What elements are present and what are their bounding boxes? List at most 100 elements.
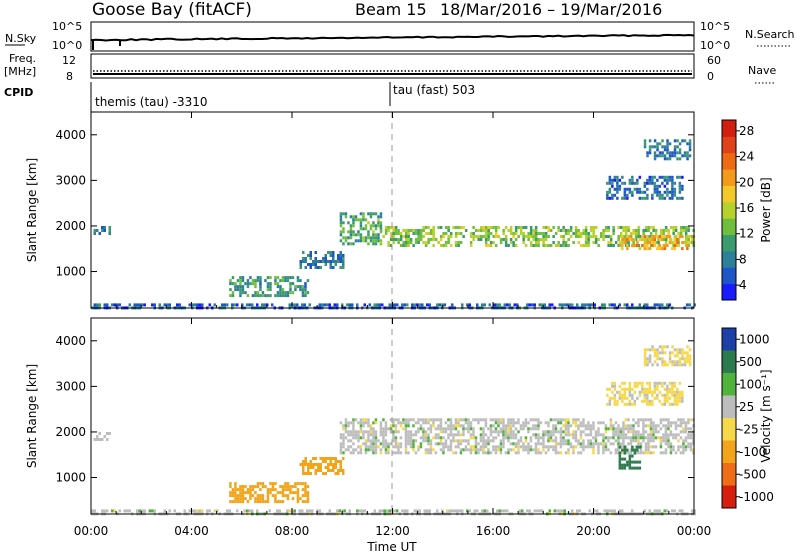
velocity-cell: [389, 430, 393, 434]
velocity-cell: [676, 396, 679, 400]
velocity-cell: [439, 427, 443, 431]
velocity-cell: [653, 348, 657, 352]
velocity-cell: [448, 509, 451, 513]
velocity-cell: [617, 451, 620, 455]
velocity-cell: [673, 509, 676, 513]
velocity-cell: [631, 454, 634, 458]
velocity-cell: [643, 509, 646, 513]
velocity-cell: [572, 418, 575, 422]
velocity-cell: [673, 402, 677, 406]
velocity-cell: [693, 512, 696, 516]
power-cell: [359, 218, 363, 222]
power-cell: [673, 151, 677, 155]
velocity-cell: [101, 509, 104, 513]
velocity-cell: [606, 387, 609, 391]
power-cell: [678, 151, 682, 155]
power-cell: [688, 139, 692, 143]
velocity-cell: [407, 421, 410, 425]
velocity-cell: [382, 442, 385, 446]
power-cell: [524, 226, 528, 229]
velocity-cell: [482, 433, 485, 437]
velocity-cell: [521, 509, 524, 513]
power-cell: [633, 187, 637, 191]
velocity-cell: [407, 424, 410, 428]
velocity-cell: [618, 457, 622, 461]
velocity-cell: [647, 445, 650, 449]
power-cell: [646, 196, 649, 200]
power-cell: [604, 235, 608, 238]
velocity-cell: [618, 454, 622, 458]
velocity-cell: [339, 445, 343, 449]
velocity-cell: [304, 482, 307, 486]
velocity-cell: [666, 393, 669, 397]
velocity-cell: [479, 436, 483, 440]
velocity-cell: [357, 451, 360, 455]
velocity-cell: [514, 451, 518, 455]
power-cell: [673, 154, 677, 158]
velocity-cell: [332, 463, 335, 466]
power-cell: [643, 181, 647, 185]
power-cell: [582, 229, 585, 232]
power-cell: [651, 235, 654, 239]
power-cell: [592, 232, 595, 235]
power-cell: [597, 238, 600, 241]
velocity-cell: [424, 451, 428, 455]
velocity-cell: [284, 485, 287, 489]
power-cell: [626, 303, 629, 307]
power-cell: [239, 291, 242, 295]
velocity-cell: [616, 402, 619, 406]
power-cell: [616, 187, 619, 191]
velocity-cell: [254, 485, 257, 489]
power-cell: [392, 241, 395, 244]
velocity-cell: [664, 433, 668, 437]
power-cell: [359, 236, 363, 240]
velocity-cell: [173, 509, 176, 513]
velocity-cell: [608, 402, 612, 406]
velocity-cell: [634, 436, 638, 440]
power-cell: [374, 236, 378, 240]
power-cell: [674, 244, 678, 247]
velocity-cell: [281, 494, 285, 498]
freq-panel: [90, 53, 695, 79]
power-cell: [627, 229, 630, 232]
velocity-cell: [446, 509, 449, 513]
velocity-cell: [668, 360, 672, 364]
power-cell: [648, 151, 652, 155]
power-cell: [397, 232, 400, 235]
power-cell: [349, 242, 353, 246]
velocity-cell: [286, 497, 290, 501]
velocity-cell: [684, 436, 688, 440]
velocity-cell: [362, 418, 365, 422]
power-cell: [362, 227, 365, 231]
velocity-cell: [624, 418, 628, 422]
velocity-cell: [646, 381, 649, 385]
velocity-cell: [544, 430, 548, 434]
velocity-cell: [639, 433, 643, 437]
power-cell: [621, 247, 624, 251]
power-cell: [686, 154, 689, 158]
velocity-cell: [322, 460, 325, 463]
velocity-cell: [632, 418, 635, 422]
power-cell: [276, 285, 280, 289]
velocity-cell: [534, 427, 538, 431]
power-cell: [279, 285, 282, 289]
power-cell: [208, 303, 211, 307]
power-cell: [426, 303, 429, 307]
power-cell: [499, 238, 503, 241]
velocity-cell: [619, 430, 623, 434]
velocity-cell: [656, 363, 659, 367]
velocity-cell: [663, 387, 667, 391]
velocity-cell: [397, 451, 400, 455]
velocity-cell: [497, 424, 500, 428]
velocity-cell: [286, 488, 290, 492]
velocity-cell: [559, 451, 563, 455]
velocity-cell: [473, 509, 476, 513]
velocity-cell: [621, 448, 624, 452]
velocity-cell: [633, 448, 637, 452]
velocity-cell: [487, 451, 490, 455]
power-cell: [658, 247, 662, 251]
velocity-cell: [332, 466, 335, 469]
velocity-cell: [567, 424, 570, 428]
velocity-cell: [614, 430, 618, 434]
